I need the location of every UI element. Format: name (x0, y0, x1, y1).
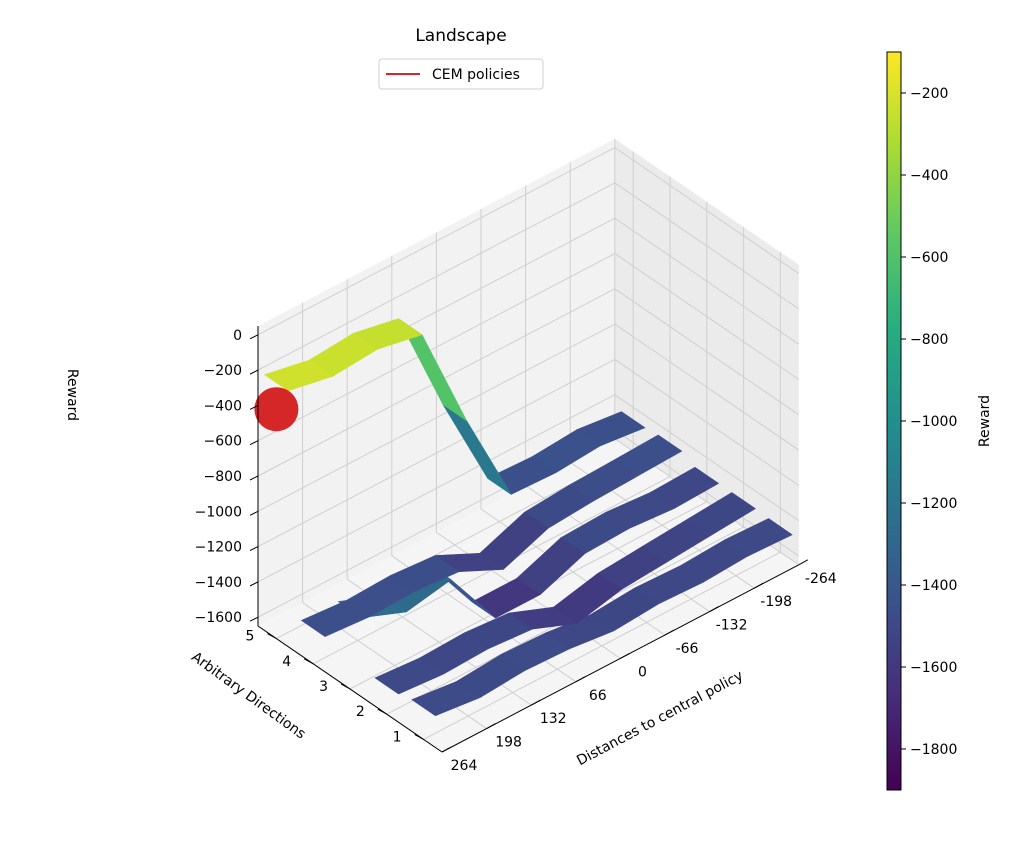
x-tick-label: 132 (540, 711, 567, 727)
x-tick-label: 0 (638, 664, 647, 680)
colorbar-tick-label: −800 (910, 332, 948, 348)
surface-patch (301, 600, 370, 637)
x-tick-mark (530, 699, 541, 706)
x-tick-mark (441, 746, 452, 753)
legend: CEM policies (378, 58, 544, 90)
x-tick-label: -132 (716, 618, 748, 634)
y-tick-label: 4 (282, 654, 291, 670)
z-tick-label: 0 (233, 328, 242, 344)
colorbar-tick-label: −200 (910, 86, 948, 102)
y-tick-mark (303, 658, 314, 665)
colorbar-tick-label: −1200 (910, 496, 957, 512)
y-tick-mark (414, 733, 424, 740)
x-tick-mark (753, 582, 764, 589)
y-gridline (423, 252, 781, 740)
y-tick-label: 3 (319, 679, 328, 695)
z-tick-mark (249, 546, 259, 552)
x-tick-mark (664, 629, 675, 636)
colorbar-tick-label: −1600 (910, 660, 957, 676)
z-tick-label: −1000 (195, 504, 242, 520)
cem-policy-marker (254, 387, 299, 432)
colorbar-tick-label: −1800 (910, 742, 957, 758)
x-tick-mark (709, 606, 719, 613)
z-tick-mark (249, 440, 259, 446)
y-tick-label: 2 (356, 704, 365, 720)
z-tick-label: −1400 (195, 575, 242, 591)
z-axis-label: Reward (64, 369, 80, 421)
chart-title: Landscape (415, 26, 506, 46)
x-gridline (391, 255, 577, 683)
legend-label-cem: CEM policies (432, 67, 520, 83)
x-tick-mark (486, 723, 496, 730)
y-gridline (349, 201, 708, 690)
z-tick-label: −200 (204, 363, 242, 379)
x-tick-mark (620, 652, 630, 659)
legend-box (378, 58, 544, 90)
y-tick-label: 5 (245, 629, 254, 645)
z-tick-label: −400 (204, 398, 242, 414)
colorbar: Reward −200 −400 −600 −800 −1000 −1200 −1400 −1… (886, 51, 993, 791)
z-tick-label: −800 (204, 469, 242, 485)
z-tick-mark (249, 369, 259, 375)
x-tick-label: 198 (495, 735, 522, 751)
z-tick-mark (249, 404, 259, 410)
surface-patch (264, 359, 334, 392)
z-tick-label: −1600 (195, 610, 242, 626)
surface-patch (374, 657, 444, 695)
colorbar-tick-label: −1400 (910, 578, 957, 594)
x-tick-mark (575, 676, 586, 683)
z-tick-mark (249, 475, 259, 481)
z-tick-mark (249, 581, 259, 587)
x-gridline (302, 302, 487, 730)
x-axis-label: Distances to central policy (574, 668, 746, 769)
colorbar-label: Reward (977, 395, 993, 447)
x-tick-label: 66 (589, 688, 607, 704)
y-tick-label: 1 (393, 729, 402, 745)
y-gridline (386, 227, 745, 715)
x-gridline (346, 279, 532, 706)
x-tick-mark (798, 559, 809, 566)
colorbar-gradient (886, 51, 902, 791)
tick-labels: 0 −200 −400 −600 −800 −1000 −1200 −1400 −1600 1 2 3… (195, 328, 837, 774)
colorbar-tick-label: −400 (910, 168, 948, 184)
y-tick-mark (340, 683, 351, 690)
z-tick-mark (249, 334, 259, 340)
x-tick-label: -264 (805, 571, 837, 587)
z-tick-mark (249, 616, 259, 622)
surface-patch (411, 681, 481, 717)
colorbar-tick-label: −600 (910, 250, 948, 266)
surface (254, 318, 793, 717)
y-tick-mark (377, 708, 388, 715)
colorbar-tick-label: −1000 (910, 414, 957, 430)
x-tick-label: 264 (451, 758, 478, 774)
x-tick-label: -66 (676, 641, 699, 657)
y-tick-mark (267, 633, 277, 640)
z-tick-label: −600 (204, 434, 242, 450)
y-gridline (312, 176, 671, 665)
z-tick-mark (249, 510, 259, 516)
z-tick-label: −1200 (195, 540, 242, 556)
x-tick-label: -198 (760, 594, 792, 610)
